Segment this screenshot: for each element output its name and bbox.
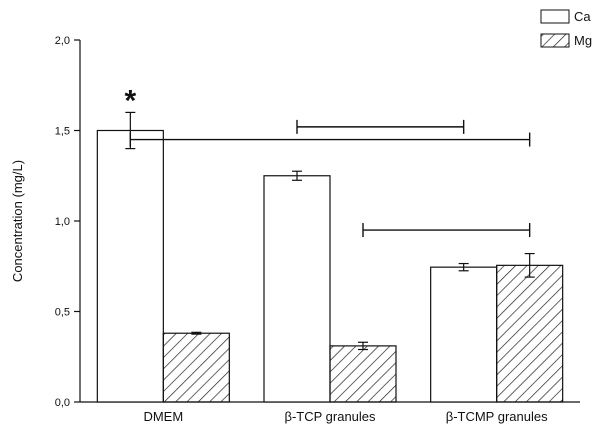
bar-mg	[496, 264, 564, 403]
y-tick-label: 0,0	[55, 397, 70, 409]
y-tick-label: 0,5	[55, 307, 70, 319]
y-ticks: 0,0 0,5 1,0 1,5 2,0	[55, 35, 80, 409]
category-label: DMEM	[143, 409, 183, 424]
category-label: β-TCMP granules	[446, 409, 548, 424]
category-label: β-TCP granules	[284, 409, 376, 424]
bar-mg	[162, 332, 230, 403]
legend-swatch-ca	[540, 9, 570, 24]
y-tick-label: 1,5	[55, 126, 70, 138]
bars	[96, 129, 564, 403]
y-tick-label: 1,0	[55, 216, 70, 228]
y-tick-label: 2,0	[55, 35, 70, 47]
legend-label-ca: Ca	[574, 9, 591, 24]
legend: Ca Mg	[540, 9, 592, 48]
bar-ca	[96, 129, 164, 403]
bar-ca	[263, 175, 331, 403]
y-axis-title: Concentration (mg/L)	[10, 160, 25, 282]
significance-star: *	[124, 84, 136, 117]
category-labels: DMEM β-TCP granules β-TCMP granules	[143, 409, 548, 424]
legend-label-mg: Mg	[574, 33, 592, 48]
bar-ca	[430, 266, 498, 403]
legend-swatch-mg	[540, 33, 570, 48]
error-bars	[125, 111, 535, 351]
bar-mg	[329, 345, 397, 403]
comparison-brackets	[129, 119, 531, 238]
